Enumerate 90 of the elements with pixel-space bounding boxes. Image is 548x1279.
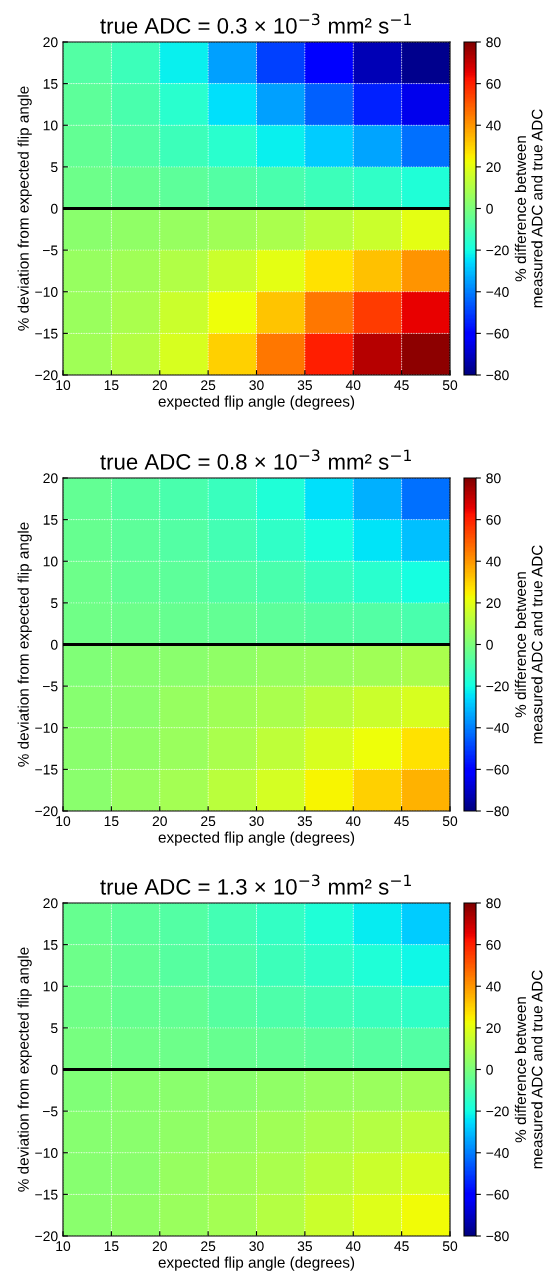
y-tick-label: −10 [35, 1148, 58, 1158]
y-axis-title: % deviation from expected flip angle [17, 522, 32, 767]
x-tick-label: 15 [104, 380, 119, 391]
x-tick-label: 25 [201, 380, 216, 391]
color-bar-label: 40 [486, 556, 501, 567]
color-bar-label: −60 [486, 328, 509, 339]
color-bar-label: 20 [486, 598, 501, 609]
x-tick-label: 20 [152, 1241, 167, 1252]
x-tick-label: 25 [201, 816, 216, 827]
color-bar-label: 40 [486, 120, 501, 131]
x-tick-label: 25 [201, 1241, 216, 1252]
color-bar-label: −40 [486, 1148, 509, 1158]
color-bar-label: −20 [486, 681, 509, 692]
y-tick-label: 0 [50, 1064, 58, 1075]
y-tick-label: −5 [42, 681, 58, 692]
x-tick-label: 40 [345, 380, 361, 391]
y-tick-label: −10 [35, 287, 58, 297]
y-tick-label: 20 [43, 37, 58, 48]
y-axis-title: % deviation from expected flip angle [17, 86, 32, 331]
color-bar-label: 0 [486, 1064, 493, 1075]
color-bar-label: −40 [486, 723, 509, 733]
y-tick-label: 5 [50, 598, 58, 609]
x-tick-label: 35 [297, 380, 313, 391]
color-bar-label: 20 [486, 162, 501, 173]
x-tick-label: 40 [345, 1241, 361, 1252]
color-bar-label: 20 [486, 1023, 501, 1034]
color-bar-label: 80 [486, 898, 501, 909]
y-tick-label: 15 [43, 515, 58, 525]
y-tick-label: −15 [35, 1189, 58, 1200]
y-tick-label: 20 [43, 473, 58, 484]
color-bar-title: % difference between measured ADC and true ADC [514, 545, 543, 744]
color-bar-label: −60 [486, 764, 509, 775]
x-tick-label: 20 [152, 380, 167, 391]
x-tick-label: 45 [394, 816, 409, 827]
x-tick-label: 20 [152, 816, 167, 827]
x-tick-label: 30 [249, 816, 264, 827]
x-axis-title: expected flip angle (degrees) [158, 395, 355, 410]
y-tick-label: −15 [35, 328, 58, 339]
chart-title: true ADC = 1.3 × 10$^{−3}$ mm² s$^{−1}$ [100, 874, 411, 895]
x-tick-label: 35 [297, 816, 313, 827]
y-tick-label: −20 [35, 1231, 58, 1242]
x-tick-label: 35 [297, 1241, 313, 1252]
x-tick-label: 30 [249, 1241, 264, 1252]
x-tick-label: 45 [394, 380, 409, 391]
chart-title: true ADC = 0.8 × 10$^{−3}$ mm² s$^{−1}$ [100, 449, 411, 470]
color-bar-label: 80 [486, 37, 501, 48]
y-tick-label: 5 [50, 162, 58, 173]
x-tick-label: 40 [345, 816, 361, 827]
x-axis-title: expected flip angle (degrees) [158, 1256, 355, 1271]
x-tick-label: 50 [442, 380, 458, 391]
y-tick-label: 15 [43, 79, 58, 89]
color-bar-label: −80 [486, 1231, 509, 1242]
color-bar-label: 0 [486, 639, 493, 650]
y-tick-label: 0 [50, 639, 58, 650]
x-axis-title: expected flip angle (degrees) [158, 831, 355, 846]
color-bar-label: −20 [486, 1106, 509, 1117]
color-bar-label: 60 [486, 78, 501, 89]
y-tick-label: 15 [43, 940, 58, 950]
x-tick-label: 15 [104, 816, 119, 827]
y-tick-label: −5 [42, 1106, 58, 1117]
color-bar-label: 60 [486, 514, 501, 525]
y-axis-title: % deviation from expected flip angle [17, 947, 32, 1192]
x-tick-label: 45 [394, 1241, 409, 1252]
y-tick-label: −10 [35, 723, 58, 733]
y-tick-label: −20 [35, 806, 58, 817]
y-tick-label: 10 [43, 120, 58, 131]
color-bar-label: −40 [486, 287, 509, 297]
color-bar-label: 60 [486, 939, 501, 950]
y-tick-label: 0 [50, 203, 58, 214]
y-tick-label: −15 [35, 764, 58, 775]
color-bar-label: −80 [486, 806, 509, 817]
y-tick-label: 10 [43, 556, 58, 567]
color-bar-title: % difference between measured ADC and true ADC [514, 109, 543, 308]
x-tick-label: 50 [442, 1241, 458, 1252]
x-tick-label: 50 [442, 816, 458, 827]
color-bar-label: 40 [486, 981, 501, 992]
color-bar-title: % difference between measured ADC and true ADC [514, 970, 543, 1169]
color-bar-label: 80 [486, 473, 501, 484]
y-tick-label: −5 [42, 245, 58, 256]
x-tick-label: 15 [104, 1241, 119, 1252]
color-bar-label: −80 [486, 370, 509, 381]
chart-title: true ADC = 0.3 × 10$^{−3}$ mm² s$^{−1}$ [100, 13, 411, 34]
color-bar-label: −60 [486, 1189, 509, 1200]
x-tick-label: 30 [249, 380, 264, 391]
y-tick-label: 5 [50, 1023, 58, 1034]
y-tick-label: −20 [35, 370, 58, 381]
y-tick-label: 10 [43, 981, 58, 992]
color-bar-label: −20 [486, 245, 509, 256]
color-bar-label: 0 [486, 203, 493, 214]
y-tick-label: 20 [43, 898, 58, 909]
